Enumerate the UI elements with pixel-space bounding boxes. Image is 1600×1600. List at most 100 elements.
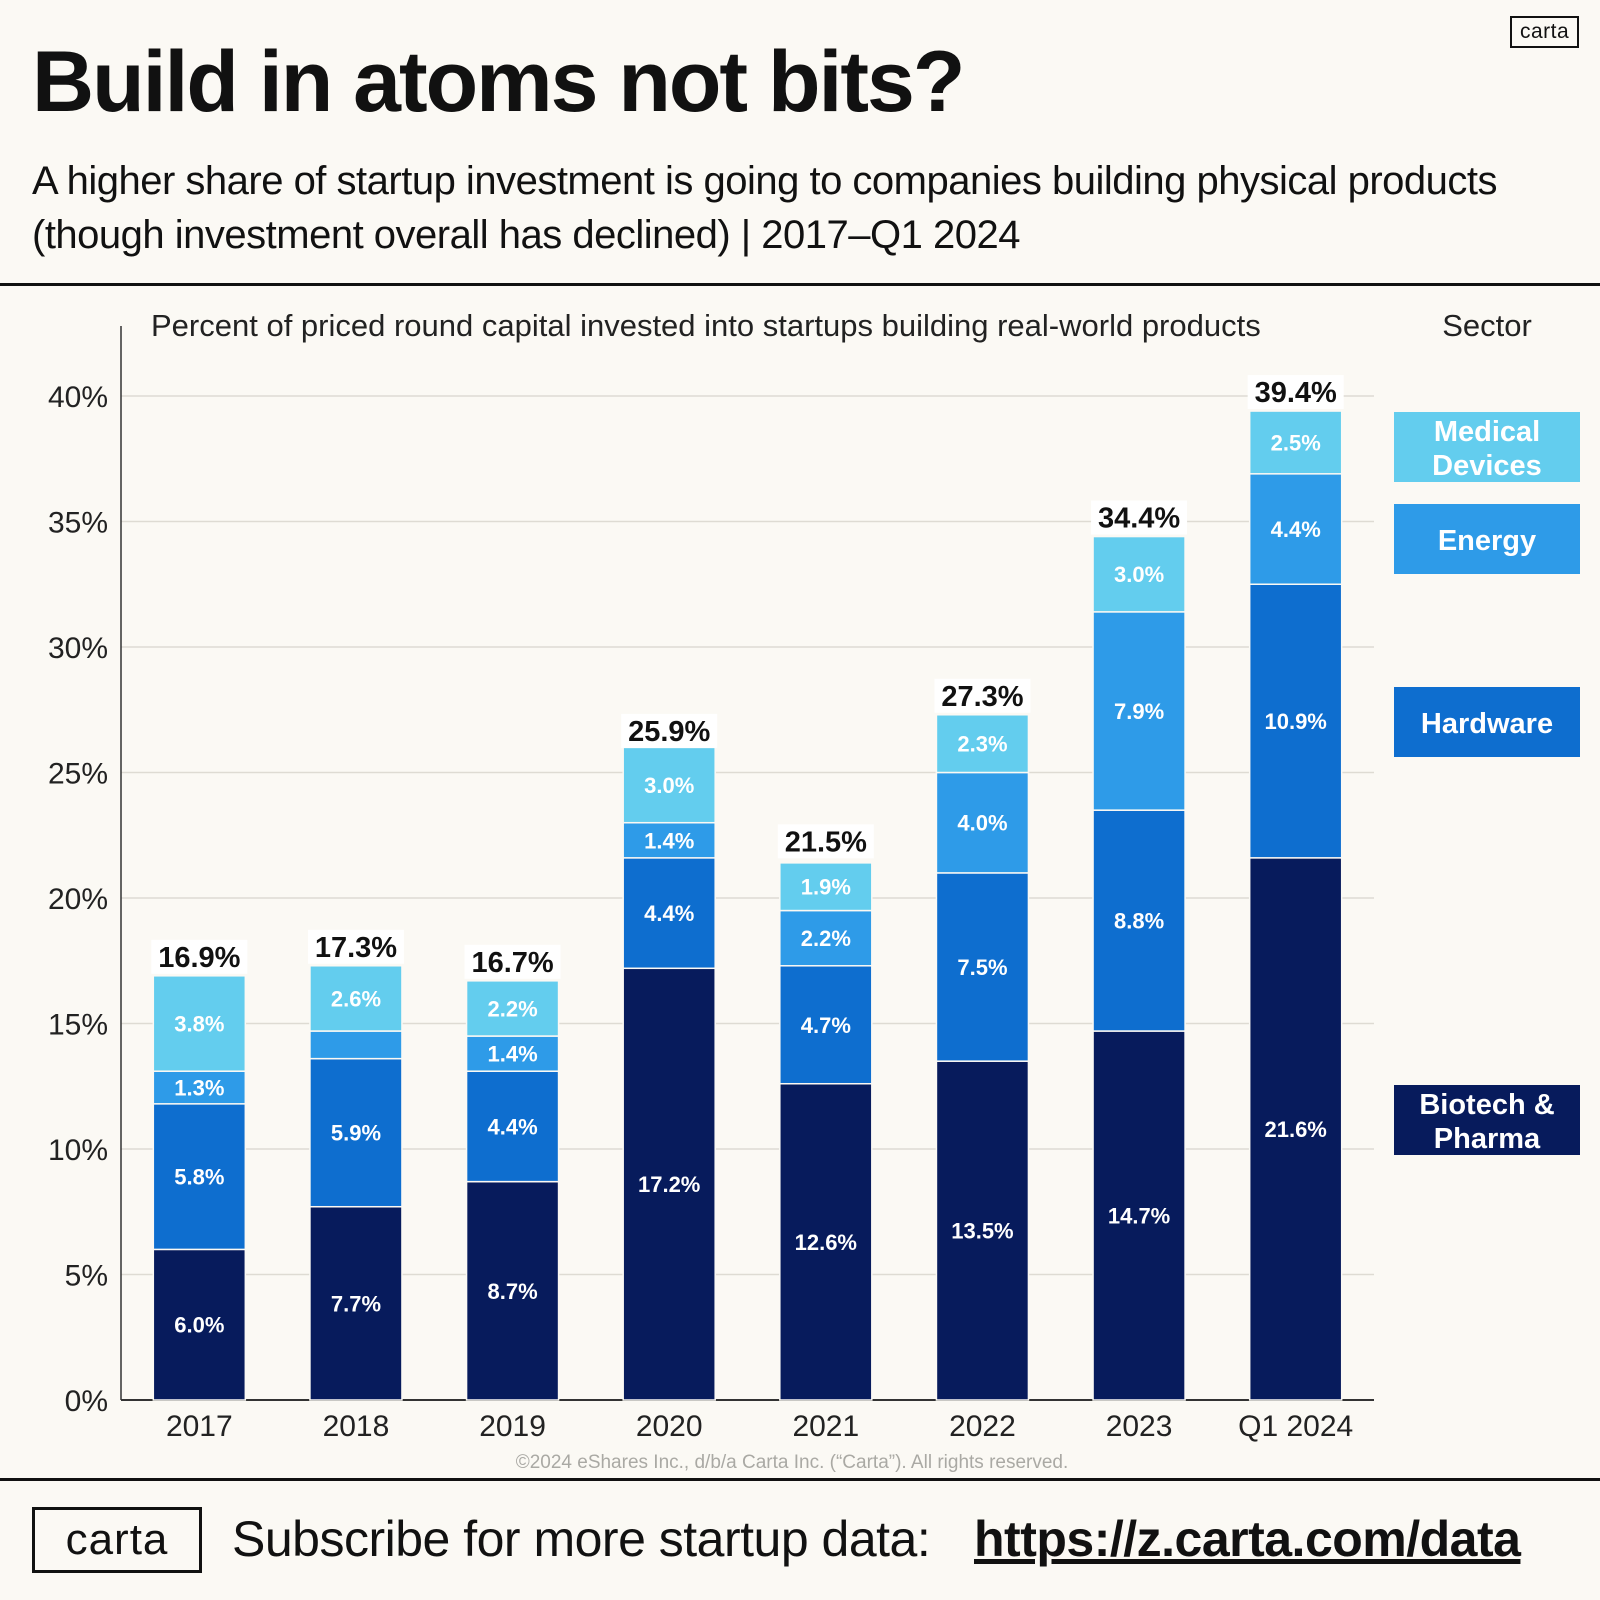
total-label-bg [621,713,718,748]
legend-label: Hardware [1421,708,1553,740]
data-label: 8.7% [487,1279,537,1304]
data-label: 2.2% [801,926,851,951]
bar-segment [622,821,716,859]
copyright-text: ©2024 eShares Inc., d/b/a Carta Inc. (“C… [516,1452,1069,1473]
data-label: 1.4% [644,828,694,853]
bar-segment [935,714,1030,774]
legend-swatch [1394,687,1580,757]
data-label: 1.9% [801,875,851,900]
data-label: 4.4% [487,1114,537,1139]
data-label: 21.6% [1264,1117,1326,1142]
bar-segment [152,975,247,1072]
data-label: 3.0% [644,773,694,798]
data-label: 3.8% [174,1012,224,1037]
x-tick-label: 2019 [479,1410,546,1443]
bar-segment [779,965,873,1085]
bar-segment [935,872,1030,1062]
x-tick-label: 2023 [1106,1410,1173,1443]
bar-segment [465,980,560,1037]
data-label: 4.4% [1271,517,1321,542]
bar-segment [622,746,716,824]
subscribe-link[interactable]: https://z.carta.com/data [974,1511,1521,1567]
x-tick-label: Q1 2024 [1238,1410,1353,1443]
stacked-bar-chart: Percent of priced round capital invested… [48,308,1580,1473]
total-label: 21.5% [785,826,867,858]
subscribe-text: Subscribe for more startup data: [232,1511,931,1567]
bar-segment [465,1180,560,1401]
chart-label: Percent of priced round capital invested… [151,308,1261,343]
total-label-bg [464,944,561,979]
bar-segment [1248,857,1343,1401]
total-label: 16.7% [471,947,553,979]
legend-swatch [1394,1085,1580,1155]
total-label: 27.3% [941,681,1023,713]
bar-segment [779,909,873,967]
y-tick-label: 40% [48,381,108,414]
data-label: 10.9% [1264,709,1326,734]
y-tick-label: 10% [48,1134,108,1167]
y-tick-label: 5% [65,1260,108,1293]
bar-segment [465,1070,560,1183]
legend-swatch [1394,504,1580,574]
total-label-bg [307,929,404,964]
total-label: 39.4% [1255,377,1337,409]
y-tick-label: 35% [48,507,108,540]
bar-segment [1092,611,1186,811]
data-label: 4.7% [801,1013,851,1038]
x-tick-label: 2021 [792,1410,859,1443]
x-tick-label: 2020 [636,1410,703,1443]
bar-segment [1092,535,1186,613]
bar-segment [309,1057,403,1208]
data-label: 14.7% [1108,1204,1170,1229]
total-label-bg [151,939,248,974]
bar-segment [309,965,403,1032]
legend-label: Biotech & [1419,1089,1554,1121]
data-label: 1.3% [174,1076,224,1101]
y-tick-label: 25% [48,758,108,791]
bar-segment [622,967,716,1401]
carta-logo: carta [1510,16,1580,48]
data-label: 5.9% [331,1121,381,1146]
data-label: 7.7% [331,1291,381,1316]
data-label: 2.2% [487,996,537,1021]
x-tick-label: 2017 [166,1410,233,1443]
x-tick-label: 2018 [323,1410,390,1443]
x-tick-label: 2022 [949,1410,1016,1443]
carta-footer-logo: carta [32,1507,202,1573]
data-label: 1.4% [487,1042,537,1067]
data-label: 2.6% [331,986,381,1011]
data-label: 5.8% [174,1165,224,1190]
data-label: 7.5% [957,955,1007,980]
bar-segment [1248,473,1343,585]
data-label: 13.5% [951,1219,1013,1244]
bar-segment [309,1030,403,1060]
footer-bar: carta Subscribe for more startup data: h… [0,1481,1600,1600]
bar-segment [622,857,716,970]
data-label: 4.0% [957,811,1007,836]
legend-label: Medical [1434,416,1540,448]
bar-segment [1092,1030,1186,1401]
total-label-bg [1091,500,1188,535]
page-title: Build in atoms not bits? [32,34,965,130]
bar-segment [1248,410,1343,475]
legend-swatch [1394,412,1580,482]
total-label: 34.4% [1098,503,1180,535]
page-subtitle: A higher share of startup investment is … [32,159,1498,257]
total-label-bg [777,824,874,859]
y-tick-label: 15% [48,1009,108,1042]
data-label: 2.5% [1271,430,1321,455]
total-label-bg [934,678,1031,713]
total-label: 17.3% [315,932,397,964]
y-tick-label: 30% [48,632,108,665]
data-label: 6.0% [174,1313,224,1338]
y-tick-label: 0% [65,1385,108,1418]
data-label: 3.0% [1114,562,1164,587]
legend-label: Devices [1432,450,1542,482]
total-label: 25.9% [628,716,710,748]
bar-segment [935,771,1030,874]
total-label-bg [1247,375,1344,410]
bar-segment [309,1205,403,1401]
legend-label: Energy [1438,525,1536,557]
data-label: 17.2% [638,1172,700,1197]
data-label: 8.8% [1114,909,1164,934]
